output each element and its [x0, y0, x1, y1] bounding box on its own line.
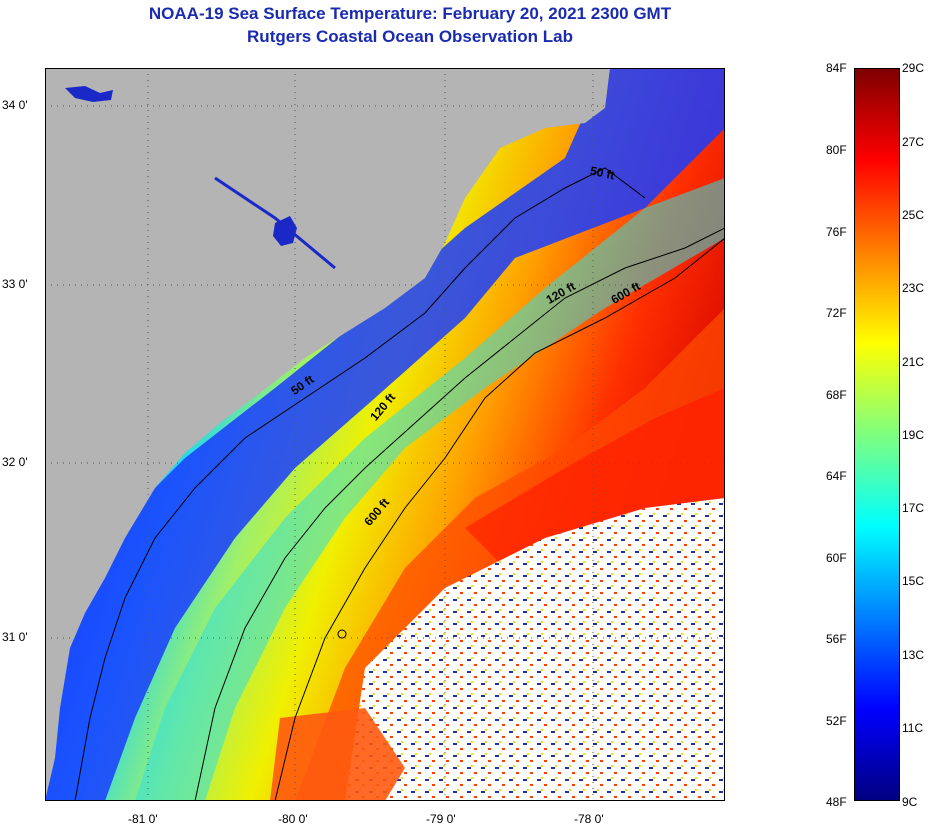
lat-label-34: 34 0'	[2, 98, 28, 112]
lon-label-79: -79 0'	[426, 812, 456, 826]
cloud-area	[345, 498, 725, 801]
map-subtitle: Rutgers Coastal Ocean Observation Lab	[247, 27, 573, 46]
cb-label-15c: 15C	[902, 574, 925, 588]
lon-label-80: -80 0'	[278, 812, 308, 826]
map-frame	[45, 68, 725, 801]
cb-label-11c: 11C	[902, 721, 924, 735]
station-marker	[337, 629, 347, 639]
map-title: NOAA-19 Sea Surface Temperature: Februar…	[148, 4, 672, 23]
cb-label-21c: 21C	[902, 355, 925, 369]
nearshore-band	[45, 68, 725, 801]
sst-map: 50 ft 50 ft 120 ft 120 ft 600 ft 600 ft	[45, 68, 725, 801]
cb-label-64f: 64F	[826, 469, 847, 483]
cb-label-17c: 17C	[902, 501, 925, 515]
lon-label-81: -81 0'	[128, 812, 158, 826]
lat-label-31: 31 0'	[2, 630, 28, 644]
cb-label-52f: 52F	[826, 714, 847, 728]
cb-label-80f: 80F	[826, 143, 847, 157]
cb-label-23c: 23C	[902, 281, 925, 295]
land	[45, 68, 610, 801]
cb-label-9c: 9C	[902, 795, 918, 809]
depth-contours	[74, 167, 725, 801]
cb-label-68f: 68F	[826, 388, 847, 402]
river-channel	[214, 176, 336, 270]
cb-label-72f: 72F	[826, 306, 847, 320]
cb-label-25c: 25C	[902, 208, 925, 222]
lake-marion	[65, 86, 113, 102]
cb-label-60f: 60F	[826, 551, 847, 565]
shelf-cyan	[135, 178, 725, 801]
lon-label-78: -78 0'	[574, 812, 604, 826]
cloud-warm-patch	[270, 708, 405, 801]
cb-label-27c: 27C	[902, 135, 925, 149]
cb-label-56f: 56F	[826, 632, 847, 646]
cb-label-13c: 13C	[902, 648, 925, 662]
lake-moultrie	[273, 216, 297, 246]
lat-label-32: 32 0'	[2, 455, 28, 469]
cb-label-48f: 48F	[826, 795, 847, 809]
lat-label-33: 33 0'	[2, 277, 28, 291]
cb-label-76f: 76F	[826, 225, 847, 239]
cb-label-19c: 19C	[902, 428, 925, 442]
cb-label-29c: 29C	[902, 61, 925, 75]
graticule	[45, 68, 725, 801]
cb-label-84f: 84F	[826, 61, 847, 75]
colorbar	[854, 68, 900, 801]
